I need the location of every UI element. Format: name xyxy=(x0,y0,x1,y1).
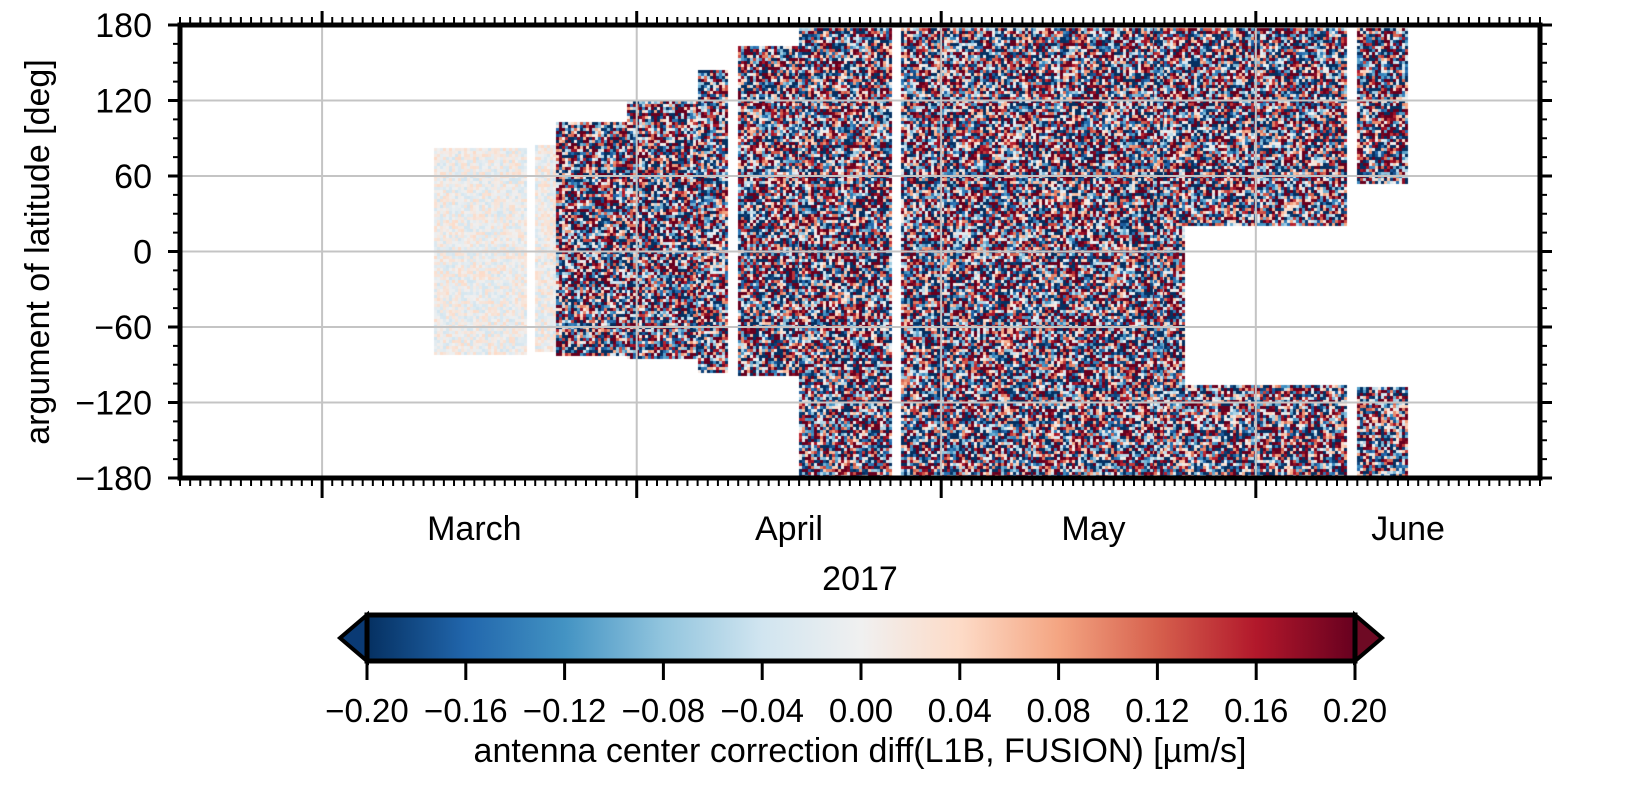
axis-ticks xyxy=(168,11,1552,498)
x-tick-label: April xyxy=(755,510,823,548)
y-tick-label: 180 xyxy=(95,7,152,45)
grid-lines xyxy=(180,25,1540,478)
y-tick-label: 120 xyxy=(95,83,152,121)
x-tick-label: June xyxy=(1371,510,1445,548)
colorbar-tick-label: 0.16 xyxy=(1224,692,1288,729)
y-tick-label: −60 xyxy=(94,309,152,347)
colorbar-tick-label: 0.00 xyxy=(829,692,893,729)
colorbar-over-triangle xyxy=(1353,610,1386,666)
colorbar-tick-label: 0.12 xyxy=(1125,692,1189,729)
y-tick-label: −120 xyxy=(75,385,152,423)
colorbar-tick-label: 0.08 xyxy=(1026,692,1090,729)
colorbar-label: antenna center correction diff(L1B, FUSI… xyxy=(474,732,1247,770)
colorbar-gradient xyxy=(364,612,1358,664)
colorbar-tick-labels: −0.20 −0.16 −0.12 −0.08 −0.04 0.00 0.04 0.08 0.1… xyxy=(325,692,1387,729)
x-axis-label: 2017 xyxy=(822,560,898,598)
y-tick-label: −180 xyxy=(75,460,152,498)
colorbar-under-triangle xyxy=(336,610,369,666)
colorbar-tick-label: −0.08 xyxy=(622,692,706,729)
x-tick-label: March xyxy=(427,510,521,548)
colorbar: −0.20 −0.16 −0.12 −0.08 −0.04 0.00 0.04 0.08 0.1… xyxy=(325,610,1387,770)
y-tick-label: 60 xyxy=(114,158,152,196)
y-tick-labels: −180 −120 −60 0 60 120 180 xyxy=(75,7,152,498)
y-axis-label: argument of latitude [deg] xyxy=(19,59,57,445)
colorbar-tick-label: 0.20 xyxy=(1323,692,1387,729)
colorbar-ticks xyxy=(365,661,1357,680)
x-tick-label: May xyxy=(1061,510,1125,548)
colorbar-tick-label: 0.04 xyxy=(928,692,992,729)
y-tick-label: 0 xyxy=(133,234,152,272)
colorbar-tick-label: −0.04 xyxy=(720,692,804,729)
colorbar-tick-label: −0.16 xyxy=(424,692,508,729)
colorbar-tick-label: −0.12 xyxy=(523,692,607,729)
colorbar-tick-label: −0.20 xyxy=(325,692,409,729)
x-tick-labels: March April May June xyxy=(427,510,1445,548)
